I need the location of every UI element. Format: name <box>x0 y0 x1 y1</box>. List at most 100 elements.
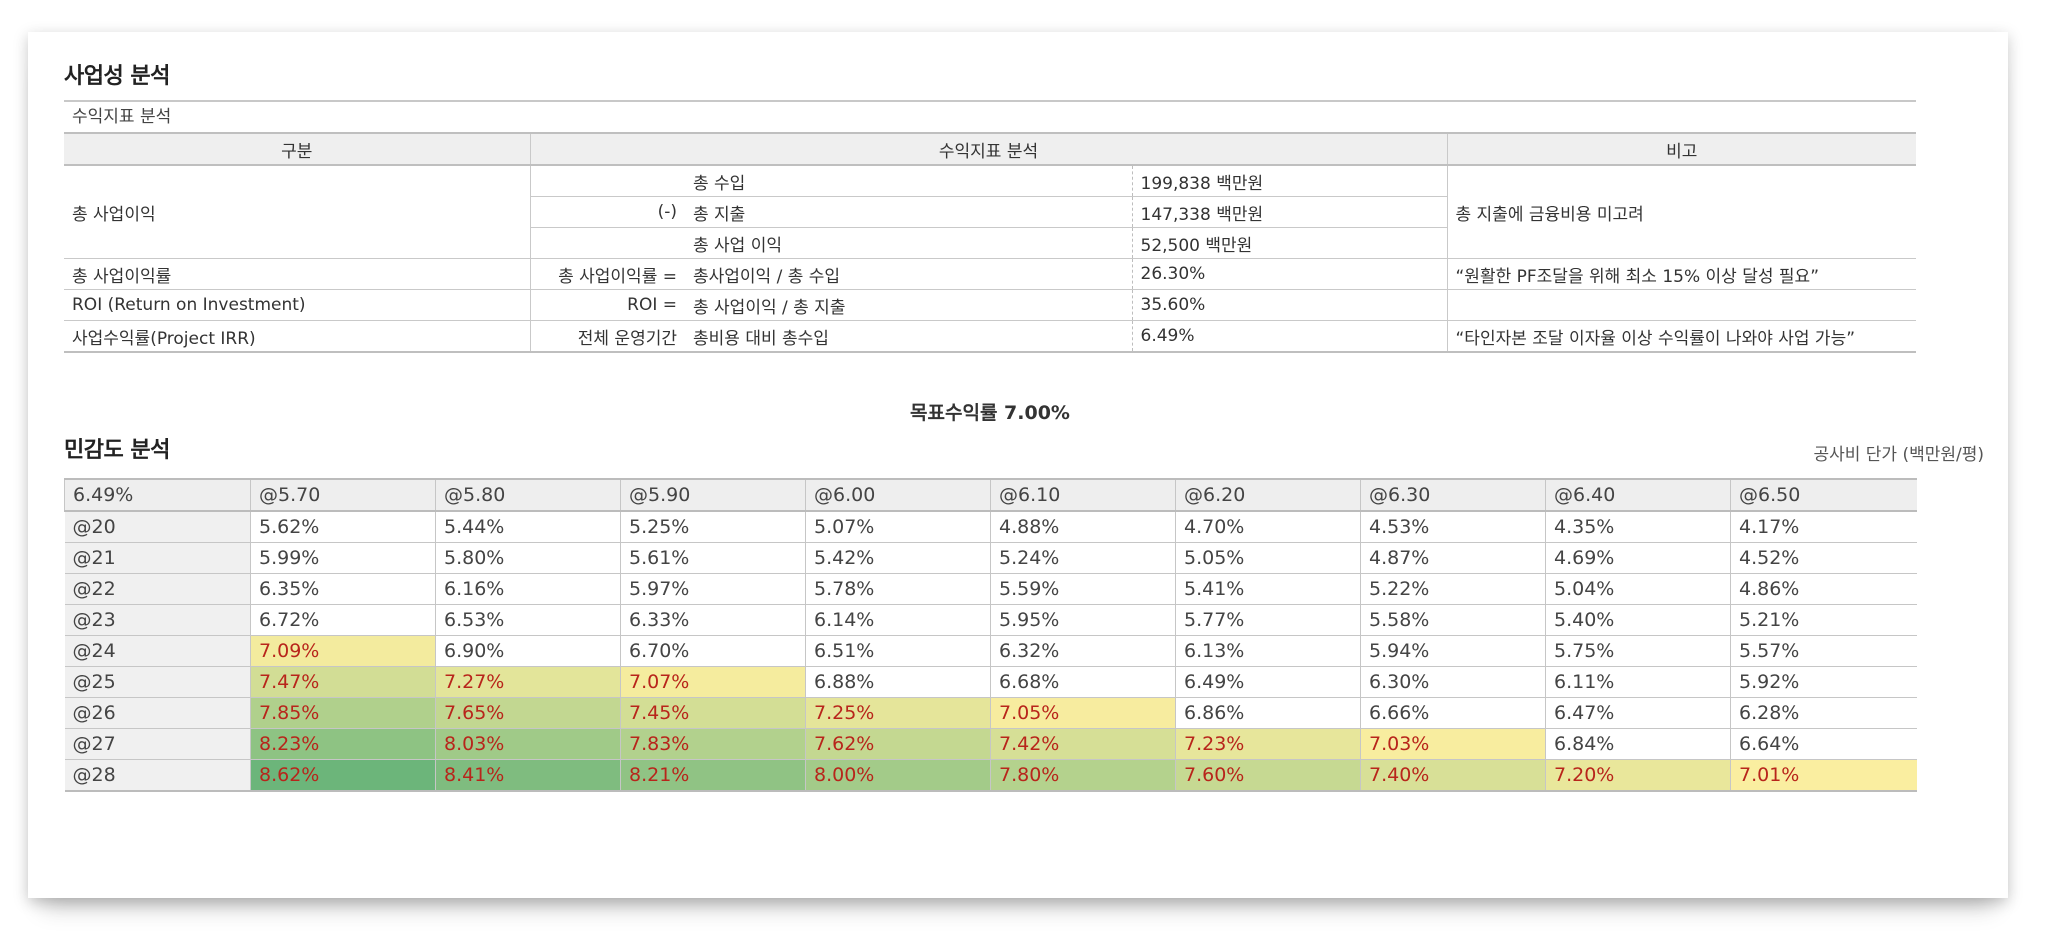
sensitivity-cell: 7.65% <box>435 697 621 729</box>
sensitivity-row: @21 5.99% 5.80% 5.61% 5.42% 5.24% 5.05% 4.87% 4.… <box>64 542 1917 574</box>
value-cell: 199,838 백만원 <box>1131 164 1448 197</box>
note-cell: “타인자본 조달 이자율 이상 수익률이 나와야 사업 가능” <box>1447 320 1916 353</box>
sensitivity-cell: 6.64% <box>1730 728 1917 760</box>
sensitivity-cell: 6.49% <box>1175 666 1361 698</box>
note-cell: 총 지출에 금융비용 미고려 <box>1447 164 1916 259</box>
header-indicator: 수익지표 분석 <box>530 132 1448 166</box>
sensitivity-cell: 7.03% <box>1360 728 1546 760</box>
column-header: @6.40 <box>1545 478 1731 512</box>
sensitivity-cell: 7.45% <box>620 697 806 729</box>
row-header: @24 <box>64 635 251 667</box>
note-cell: “원활한 PF조달을 위해 최소 15% 이상 달성 필요” <box>1447 258 1916 290</box>
sensitivity-cell: 5.41% <box>1175 573 1361 605</box>
sensitivity-cell: 5.95% <box>990 604 1176 636</box>
column-header: @5.90 <box>620 478 806 512</box>
value-cell: 52,500 백만원 <box>1131 227 1448 259</box>
sensitivity-cell: 8.21% <box>620 759 806 792</box>
formula-prefix <box>529 227 685 259</box>
column-header: @6.00 <box>805 478 991 512</box>
sensitivity-cell: 6.33% <box>620 604 806 636</box>
sensitivity-cell: 8.00% <box>805 759 991 792</box>
sensitivity-cell: 6.13% <box>1175 635 1361 667</box>
sensitivity-cell: 5.62% <box>250 510 436 543</box>
note-cell <box>1447 289 1916 321</box>
sensitivity-cell: 6.16% <box>435 573 621 605</box>
table-row: 총 사업이익률 총 사업이익률 = 총사업이익 / 총 수입 26.30% “원… <box>64 258 1916 290</box>
column-header: @5.70 <box>250 478 436 512</box>
sensitivity-cell: 5.05% <box>1175 542 1361 574</box>
value-cell: 35.60% <box>1131 289 1448 321</box>
sensitivity-cell: 5.80% <box>435 542 621 574</box>
sensitivity-cell: 5.44% <box>435 510 621 543</box>
sensitivity-cell: 4.70% <box>1175 510 1361 543</box>
row-label: ROI (Return on Investment) <box>64 289 531 321</box>
sensitivity-cell: 5.57% <box>1730 635 1917 667</box>
sensitivity-cell: 7.47% <box>250 666 436 698</box>
sensitivity-cell: 7.85% <box>250 697 436 729</box>
sensitivity-cell: 5.59% <box>990 573 1176 605</box>
column-header: @5.80 <box>435 478 621 512</box>
formula-prefix: (-) <box>529 196 685 228</box>
sensitivity-cell: 6.32% <box>990 635 1176 667</box>
sensitivity-row: @23 6.72% 6.53% 6.33% 6.14% 5.95% 5.77% 5.58% 5.… <box>64 604 1917 636</box>
sensitivity-cell: 6.84% <box>1545 728 1731 760</box>
sensitivity-cell: 6.53% <box>435 604 621 636</box>
row-label: 총 사업이익 <box>64 164 531 259</box>
sensitivity-cell: 6.66% <box>1360 697 1546 729</box>
corner-cell: 6.49% <box>64 478 251 512</box>
formula-text: 총사업이익 / 총 수입 <box>685 258 1132 290</box>
sensitivity-cell: 5.77% <box>1175 604 1361 636</box>
sensitivity-row: @24 7.09% 6.90% 6.70% 6.51% 6.32% 6.13% 5.94% 5.… <box>64 635 1917 667</box>
header-category: 구분 <box>64 132 531 166</box>
row-header: @28 <box>64 759 251 792</box>
sensitivity-cell: 7.83% <box>620 728 806 760</box>
row-label: 사업수익률(Project IRR) <box>64 320 531 353</box>
formula-text: 총 사업 이익 <box>685 227 1132 259</box>
row-header: @27 <box>64 728 251 760</box>
sensitivity-cell: 5.61% <box>620 542 806 574</box>
sensitivity-cell: 5.75% <box>1545 635 1731 667</box>
header-note: 비고 <box>1447 132 1916 166</box>
row-header: @25 <box>64 666 251 698</box>
row-label: 총 사업이익률 <box>64 258 531 290</box>
sensitivity-row: @20 5.62% 5.44% 5.25% 5.07% 4.88% 4.70% 4.53% 4.… <box>64 510 1917 543</box>
sensitivity-cell: 7.27% <box>435 666 621 698</box>
formula-prefix: 총 사업이익률 = <box>530 258 685 290</box>
section-title-feasibility: 사업성 분석 <box>64 64 170 89</box>
table-caption: 수익지표 분석 <box>64 100 1916 132</box>
section-title-sensitivity: 민감도 분석 <box>64 438 170 463</box>
sensitivity-cell: 7.62% <box>805 728 991 760</box>
sensitivity-cell: 4.69% <box>1545 542 1731 574</box>
sensitivity-cell: 5.94% <box>1360 635 1546 667</box>
column-header: @6.30 <box>1360 478 1546 512</box>
sensitivity-cell: 5.25% <box>620 510 806 543</box>
sensitivity-row: @27 8.23% 8.03% 7.83% 7.62% 7.42% 7.23% 7.03% 6.… <box>64 728 1917 760</box>
sensitivity-cell: 5.22% <box>1360 573 1546 605</box>
sensitivity-cell: 5.24% <box>990 542 1176 574</box>
sensitivity-table: 6.49% @5.70 @5.80 @5.90 @6.00 @6.10 @6.20 @6.30… <box>64 478 1917 792</box>
sensitivity-cell: 5.07% <box>805 510 991 543</box>
unit-label: 공사비 단가 (백만원/평) <box>1813 445 1984 465</box>
sensitivity-cell: 5.42% <box>805 542 991 574</box>
column-header: @6.10 <box>990 478 1176 512</box>
row-header: @26 <box>64 697 251 729</box>
formula-prefix: ROI = <box>530 289 685 321</box>
table-row: 사업수익률(Project IRR) 전체 운영기간 총비용 대비 총수입 6.… <box>64 320 1916 353</box>
table-row: 총 사업이익 총 수입 199,838 백만원 총 지출에 금융비용 미고려 <box>64 164 1916 259</box>
sensitivity-cell: 5.97% <box>620 573 806 605</box>
sensitivity-cell: 6.11% <box>1545 666 1731 698</box>
target-return-rate: 목표수익률 7.00% <box>910 402 1070 424</box>
sensitivity-cell: 8.23% <box>250 728 436 760</box>
formula-prefix: 전체 운영기간 <box>530 320 685 353</box>
sensitivity-cell: 6.35% <box>250 573 436 605</box>
sensitivity-cell: 6.70% <box>620 635 806 667</box>
sensitivity-cell: 6.68% <box>990 666 1176 698</box>
column-header: @6.50 <box>1730 478 1917 512</box>
table-row: (-) 총 지출 147,338 백만원 <box>64 196 1916 228</box>
sensitivity-cell: 8.41% <box>435 759 621 792</box>
sensitivity-cell: 5.78% <box>805 573 991 605</box>
sensitivity-cell: 7.42% <box>990 728 1176 760</box>
table-row: ROI (Return on Investment) ROI = 총 사업이익 … <box>64 289 1916 321</box>
sensitivity-cell: 6.47% <box>1545 697 1731 729</box>
sensitivity-cell: 6.30% <box>1360 666 1546 698</box>
